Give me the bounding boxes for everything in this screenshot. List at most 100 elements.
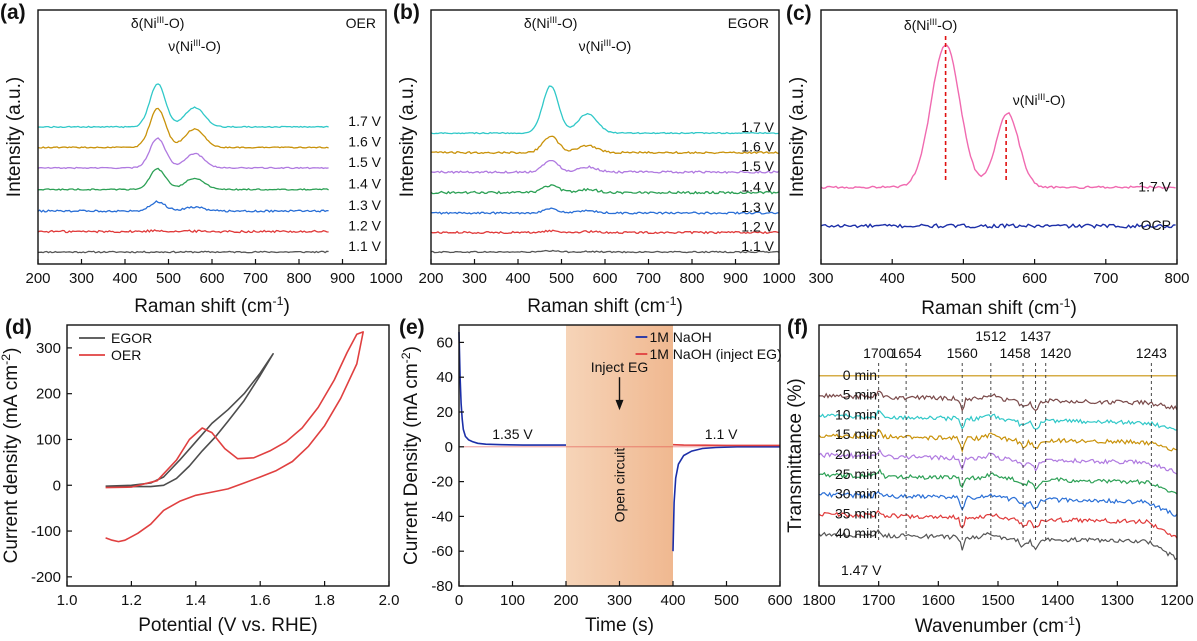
panel-label: (c) [786, 2, 812, 25]
x-tick-label: 1600 [922, 592, 955, 609]
x-tick-label: 1700 [862, 592, 895, 609]
x-tick-label: 1200 [1160, 592, 1193, 609]
x-tick-label: 300 [808, 270, 833, 287]
panel-c: OCP 1.7 V δ(NiIII-O) ν(NiIII-O) 300 400 500 600… [786, 2, 1190, 319]
peak-annotation: δ(NiIII-O) [131, 15, 185, 31]
y-tick-label: 300 [36, 340, 61, 357]
y-axis-label: Intensity (a.u.) [397, 77, 418, 197]
x-tick-label: 2.0 [379, 592, 400, 609]
series-line-OER [105, 331, 364, 543]
peak-annotation: δ(NiIII-O) [524, 15, 578, 31]
x-tick-label: 600 [1022, 270, 1047, 287]
series-line-15V [430, 159, 780, 174]
x-tick-label: 800 [679, 270, 704, 287]
y-tick-label: 20 [436, 404, 453, 421]
series-label: 5 min [843, 387, 877, 403]
series-label: 20 min [835, 446, 877, 462]
series-label: 10 min [835, 406, 877, 422]
x-tick-label: 1.0 [57, 592, 78, 609]
series-label: 15 min [835, 426, 877, 442]
series-line-13V [430, 207, 780, 215]
series-label: 0 min [843, 367, 877, 383]
y-tick-label: 60 [436, 334, 453, 351]
series-label: 1.7 V [348, 113, 381, 129]
x-tick-label: 1.2 [121, 592, 142, 609]
y-tick-label: 100 [36, 431, 61, 448]
x-tick-label: 400 [505, 270, 530, 287]
x-tick-label: 800 [286, 270, 311, 287]
panel-label: (a) [0, 1, 26, 24]
y-tick-label: -200 [31, 569, 61, 586]
x-tick-label: 500 [951, 270, 976, 287]
x-tick-label: 300 [462, 270, 487, 287]
panel-b: 1.1 V 1.2 V 1.3 V 1.4 V 1.5 V 1.6 V 1.7 V 200 30… [393, 1, 796, 317]
panel-label: (b) [393, 1, 420, 24]
series-line-11V [37, 250, 329, 254]
series-line [672, 443, 780, 447]
series-label: OCP [1141, 217, 1171, 233]
reference-label: 1512 [975, 328, 1006, 344]
inject-label: Inject EG [591, 359, 649, 375]
y-axis-label: Current density (mA cm-2) [0, 348, 22, 564]
x-axis-label: Wavenumber (cm-1) [915, 614, 1082, 637]
series-line [818, 509, 1178, 539]
x-tick-label: 1000 [369, 270, 402, 287]
plot-frame [66, 324, 390, 587]
series-line [818, 528, 1178, 561]
series-line [458, 331, 780, 552]
x-tick-label: 500 [714, 592, 739, 609]
x-axis-label: Raman shift (cm-1) [527, 294, 683, 317]
condition-label: OER [346, 15, 376, 31]
series-line-12V [37, 229, 329, 234]
y-axis-label: Current Density (mA cm-2) [399, 346, 422, 565]
voltage-label: 1.1 V [705, 426, 738, 442]
y-tick-label: 0 [53, 477, 61, 494]
series-label: 25 min [835, 466, 877, 482]
x-tick-label: 500 [156, 270, 181, 287]
x-tick-label: 200 [418, 270, 443, 287]
plot-frame [430, 9, 780, 265]
reference-label: 1437 [1020, 328, 1051, 344]
series-line [818, 448, 1178, 475]
series-line-16V [37, 107, 329, 149]
y-tick-label: -100 [31, 523, 61, 540]
condition-label: EGOR [728, 15, 769, 31]
voltage-label: 1.35 V [492, 426, 533, 442]
y-tick-label: 0 [445, 439, 453, 456]
x-tick-label: 500 [549, 270, 574, 287]
series-label: 1.7 V [1138, 178, 1171, 194]
x-tick-label: 700 [636, 270, 661, 287]
series-label: 40 min [835, 525, 877, 541]
x-tick-label: 1400 [1041, 592, 1074, 609]
series-line-16V [430, 135, 780, 155]
series-line [818, 390, 1178, 413]
series-line [818, 490, 1178, 517]
x-tick-label: 800 [1164, 270, 1189, 287]
legend-label: OER [111, 347, 141, 363]
x-tick-label: 400 [660, 592, 685, 609]
y-tick-label: -80 [431, 578, 453, 595]
x-tick-label: 1500 [981, 592, 1014, 609]
reference-label: 1420 [1040, 345, 1071, 361]
x-tick-label: 300 [607, 592, 632, 609]
x-tick-label: 900 [330, 270, 355, 287]
x-tick-label: 1800 [802, 592, 835, 609]
x-tick-label: 1300 [1101, 592, 1134, 609]
peak-annotation: δ(NiIII-O) [904, 17, 958, 33]
x-tick-label: 200 [553, 592, 578, 609]
series-line-12V [430, 229, 780, 235]
open-circuit-label: Open circuit [612, 448, 628, 523]
series-label: 1.2 V [741, 219, 774, 235]
x-tick-label: 300 [69, 270, 94, 287]
x-axis-label: Raman shift (cm-1) [134, 294, 290, 317]
peak-annotation: ν(NiIII-O) [579, 38, 632, 54]
x-axis-label: Time (s) [585, 615, 654, 636]
x-tick-label: 1000 [762, 270, 795, 287]
x-tick-label: 600 [767, 592, 792, 609]
plot-frame [820, 9, 1178, 265]
y-axis-label: Intensity (a.u.) [787, 77, 808, 197]
panel-d: 1.0 1.2 1.4 1.6 1.8 2.0 -200 -100 0 100 200 300 Pote… [0, 316, 399, 636]
panel-a: 1.1 V 1.2 V 1.3 V 1.4 V 1.5 V 1.6 V 1.7 V 200 30… [0, 1, 403, 317]
series-line-14V [37, 167, 329, 191]
